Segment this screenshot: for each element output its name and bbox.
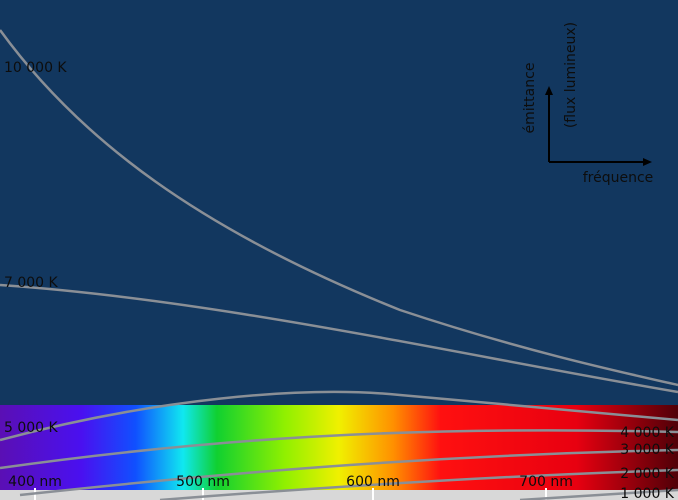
- axis-strip: [0, 490, 678, 500]
- arrow-head: [545, 86, 553, 95]
- curve-label: 3 000 K: [620, 442, 675, 458]
- visible-spectrum: [0, 405, 678, 490]
- curve-2000k: [159, 468, 678, 500]
- curve-4000k: [0, 429, 678, 470]
- y-axis-note: (flux lumineux): [563, 22, 579, 128]
- wavelength-label: 400 nm: [8, 474, 62, 490]
- curve-label: 4 000 K: [620, 425, 675, 441]
- curve-label: 2 000 K: [620, 466, 675, 482]
- curve-label: 10 000 K: [4, 60, 67, 76]
- curve-1000k: [519, 488, 678, 500]
- y-axis-label: émittance: [522, 63, 538, 134]
- x-axis-label: fréquence: [583, 170, 654, 186]
- curve-3000k: [19, 448, 678, 497]
- curve-7000k: [0, 283, 678, 394]
- curve-label: 5 000 K: [4, 420, 59, 436]
- axis-indicator: [548, 92, 646, 163]
- arrow-head: [643, 158, 652, 166]
- wavelength-label: 500 nm: [176, 474, 230, 490]
- curve-5000k: [0, 390, 678, 442]
- curve-10000k: [0, 29, 678, 387]
- wavelength-label: 600 nm: [346, 474, 400, 490]
- wavelength-label: 700 nm: [519, 474, 573, 490]
- curve-label: 7 000 K: [4, 275, 59, 291]
- curve-label: 1 000 K: [620, 486, 675, 500]
